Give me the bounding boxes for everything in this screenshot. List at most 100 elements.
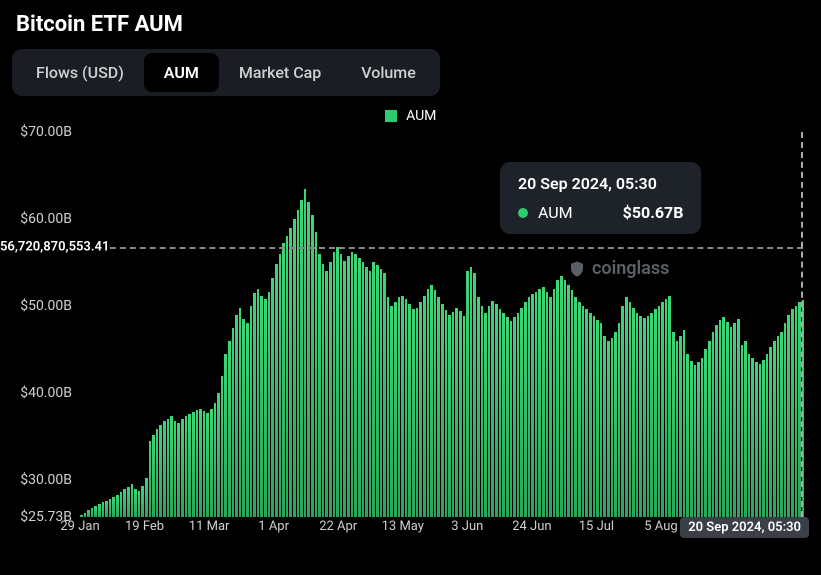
bar xyxy=(477,297,480,517)
chart-legend: AUM xyxy=(0,104,821,132)
bar xyxy=(210,409,213,517)
bar xyxy=(668,296,671,518)
bar xyxy=(174,421,177,517)
bar xyxy=(737,319,740,517)
bar xyxy=(304,189,307,517)
bar xyxy=(188,414,191,517)
bar xyxy=(679,336,682,517)
bar xyxy=(134,489,137,517)
reference-line xyxy=(80,247,803,249)
bar xyxy=(434,290,437,517)
bar xyxy=(510,321,513,517)
bar xyxy=(181,419,184,517)
bar xyxy=(625,297,628,517)
x-tick-label: 22 Apr xyxy=(319,519,357,534)
bar xyxy=(748,354,751,517)
bar xyxy=(239,308,242,517)
bar xyxy=(159,425,162,517)
bar xyxy=(708,341,711,517)
bar xyxy=(315,232,318,517)
bar xyxy=(112,497,115,517)
bar xyxy=(715,325,718,517)
bar xyxy=(264,299,267,517)
bar xyxy=(311,215,314,517)
bar xyxy=(203,411,206,517)
bar xyxy=(362,262,365,517)
bar xyxy=(658,306,661,517)
legend-series-label: AUM xyxy=(406,108,436,124)
x-tick-label: 5 Aug xyxy=(644,519,677,534)
bar xyxy=(430,285,433,517)
reference-line-label: 56,720,870,553.41 xyxy=(0,238,109,257)
bar xyxy=(463,316,466,517)
bar xyxy=(383,273,386,517)
bar xyxy=(560,276,563,517)
bar xyxy=(455,308,458,517)
bar xyxy=(91,508,94,517)
bar xyxy=(163,421,166,517)
bar xyxy=(759,364,762,517)
bar xyxy=(141,486,144,517)
bar xyxy=(127,487,130,517)
bar xyxy=(257,289,260,517)
bar xyxy=(596,320,599,517)
tab-flows[interactable]: Flows (USD) xyxy=(16,53,144,92)
bar xyxy=(80,515,83,517)
bar xyxy=(600,323,603,517)
tab-aum[interactable]: AUM xyxy=(144,53,219,92)
y-tick-label: $50.00B xyxy=(10,298,72,314)
tab-volume[interactable]: Volume xyxy=(341,53,436,92)
bar xyxy=(177,423,180,517)
bar xyxy=(408,304,411,517)
bar xyxy=(322,264,325,517)
bar xyxy=(401,296,404,518)
bar xyxy=(271,278,274,517)
bar xyxy=(120,492,123,517)
bar xyxy=(639,316,642,517)
bar xyxy=(250,306,253,517)
bar xyxy=(138,491,141,517)
x-axis-highlight-label: 20 Sep 2024, 05:30 xyxy=(680,517,809,538)
bar xyxy=(224,354,227,517)
bar xyxy=(665,299,668,517)
bar xyxy=(704,349,707,517)
page-title: Bitcoin ETF AUM xyxy=(0,0,821,45)
bar xyxy=(791,309,794,517)
bar xyxy=(784,323,787,517)
bar xyxy=(394,302,397,517)
bar xyxy=(289,228,292,517)
bar xyxy=(607,341,610,517)
bar xyxy=(614,332,617,517)
bar xyxy=(672,332,675,517)
bar xyxy=(242,319,245,517)
bar xyxy=(571,290,574,517)
x-tick-label: 3 Jun xyxy=(451,519,483,534)
bar xyxy=(506,317,509,517)
bar xyxy=(701,358,704,517)
bar xyxy=(196,410,199,517)
bar xyxy=(246,323,249,517)
tooltip-series-label: AUM xyxy=(538,203,573,222)
bar xyxy=(170,416,173,517)
bar xyxy=(726,322,729,517)
bar xyxy=(217,393,220,517)
bar xyxy=(787,315,790,517)
bar xyxy=(333,252,336,517)
bar xyxy=(441,304,444,517)
bar xyxy=(520,308,523,517)
bar xyxy=(354,254,357,517)
tab-marketcap[interactable]: Market Cap xyxy=(219,53,341,92)
bar xyxy=(351,252,354,517)
bar xyxy=(275,264,278,517)
x-tick-label: 24 Jun xyxy=(512,519,551,534)
bar xyxy=(419,302,422,517)
bar xyxy=(766,354,769,517)
bar xyxy=(650,313,653,517)
bar xyxy=(611,338,614,517)
bar xyxy=(795,306,798,517)
bar xyxy=(744,341,747,517)
bar xyxy=(369,271,372,517)
bar xyxy=(329,262,332,517)
bar xyxy=(398,297,401,517)
bar xyxy=(253,293,256,517)
